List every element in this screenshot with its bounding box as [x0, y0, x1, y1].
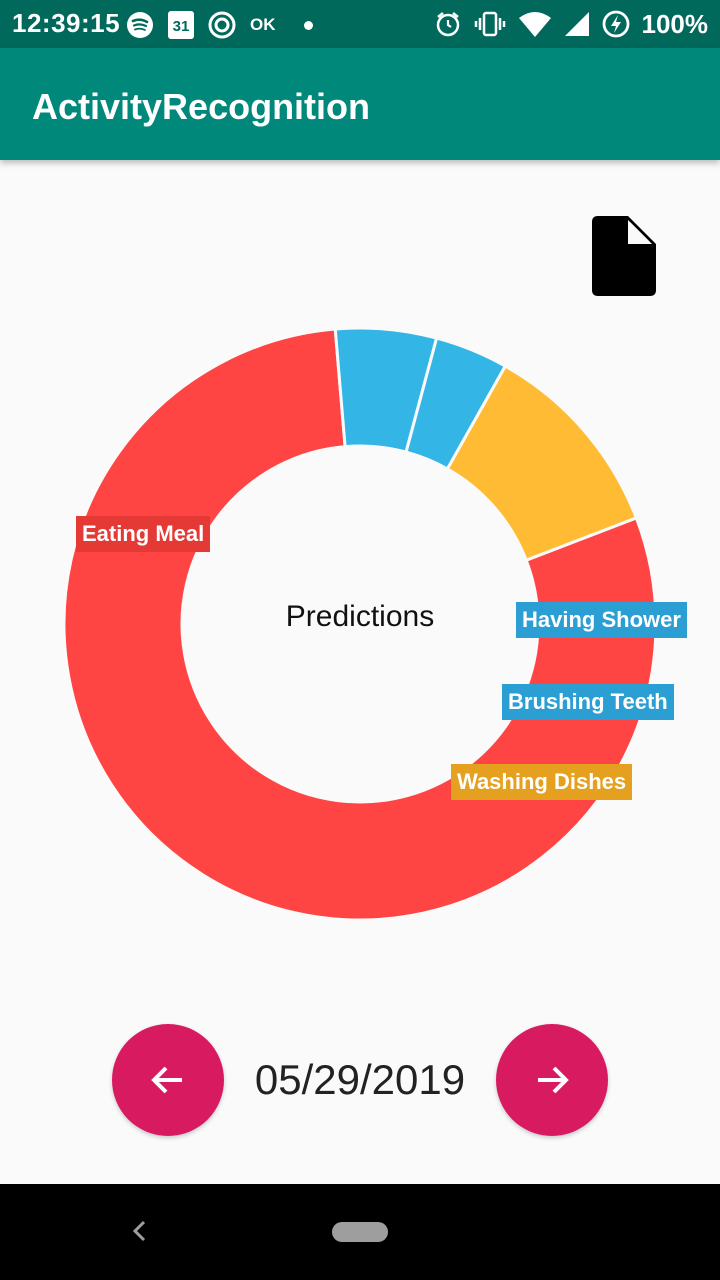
donut-slice-washing-dishes [445, 364, 639, 563]
battery-percentage: 100% [641, 8, 709, 39]
selected-date[interactable]: 05/29/2019 [254, 1056, 466, 1103]
arrow-left-icon [151, 1066, 182, 1094]
app-title: ActivityRecognition [32, 86, 371, 127]
cell-signal-icon [564, 12, 589, 36]
circle-notification-icon [208, 11, 236, 39]
arrow-right-icon [538, 1066, 569, 1094]
status-bar: 12:39:15 31 OK [0, 0, 720, 48]
slice-label-brushing-teeth: Brushing Teeth [502, 684, 674, 720]
status-time: 12:39:15 [12, 8, 121, 38]
next-day-button[interactable] [496, 1024, 608, 1136]
ok-google-icon: OK [250, 15, 276, 34]
back-icon[interactable] [124, 1216, 154, 1246]
vibrate-icon [474, 11, 505, 37]
alarm-icon [436, 12, 459, 37]
slice-label-eating-meal: Eating Meal [76, 516, 211, 552]
spotify-icon [127, 12, 153, 38]
battery-saver-icon [602, 10, 629, 38]
home-pill-button[interactable] [332, 1222, 388, 1242]
slice-label-having-shower: Having Shower [516, 602, 687, 638]
app-bar: ActivityRecognition [0, 48, 720, 160]
wifi-icon [518, 12, 551, 37]
notification-icons: 31 OK [126, 10, 313, 40]
slice-label-washing-dishes: Washing Dishes [451, 764, 633, 800]
system-status-icons: 100% [434, 8, 709, 40]
file-icon[interactable] [590, 214, 658, 298]
previous-day-button[interactable] [112, 1024, 224, 1136]
calendar-icon: 31 [168, 11, 194, 39]
more-notifications-dot-icon [303, 20, 313, 30]
chart-center-label: Predictions [285, 600, 435, 633]
